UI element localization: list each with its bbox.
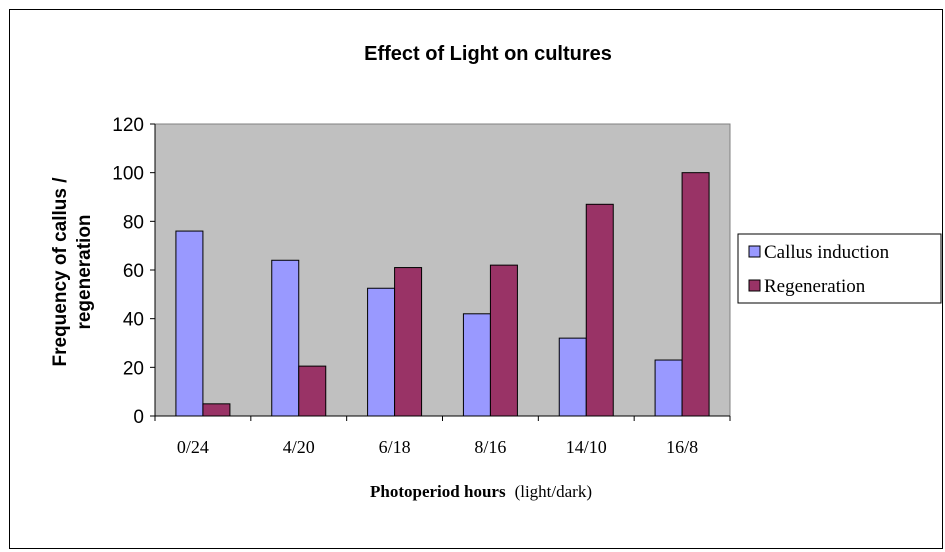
bar-callus-induction-4-20 xyxy=(271,259,300,417)
legend-swatch-regeneration xyxy=(748,279,761,292)
axes-group xyxy=(150,123,731,421)
y-tick-label: 20 xyxy=(123,358,144,379)
bar-callus-induction-0-24 xyxy=(175,230,204,417)
category-label: 8/16 xyxy=(474,437,506,457)
bar-regeneration-16-8 xyxy=(681,172,710,417)
category-label: 14/10 xyxy=(566,437,607,457)
bar-regeneration-0-24 xyxy=(202,403,231,417)
legend-label-regeneration: Regeneration xyxy=(764,276,866,297)
x-axis-label: Photoperiod hours (light/dark) xyxy=(370,482,592,501)
legend-swatch-callus-induction xyxy=(748,245,761,258)
x-axis-label-bold: Photoperiod hours xyxy=(370,482,506,501)
y-axis-label-line-2: regeneration xyxy=(74,214,95,329)
category-labels: 0/24 4/20 6/18 8/16 14/10 16/8 xyxy=(177,437,698,457)
legend: Callus induction Regeneration xyxy=(737,233,942,304)
x-axis-label-rest: (light/dark) xyxy=(515,482,592,501)
y-tick-label: 120 xyxy=(112,115,144,136)
bar-callus-induction-14-10 xyxy=(558,337,587,417)
y-axis-label-line-1: Frequency of callus / xyxy=(50,177,71,367)
bar-callus-induction-6-18 xyxy=(367,287,396,417)
bar-callus-induction-16-8 xyxy=(654,359,683,417)
bar-callus-induction-8-16 xyxy=(462,313,491,417)
bar-regeneration-8-16 xyxy=(489,264,518,417)
chart-title: Effect of Light on cultures xyxy=(364,43,612,65)
category-label: 6/18 xyxy=(379,437,411,457)
y-tick-label: 0 xyxy=(133,407,144,428)
category-label: 0/24 xyxy=(177,437,209,457)
legend-label-callus-induction: Callus induction xyxy=(764,242,890,263)
category-label: 16/8 xyxy=(666,437,698,457)
y-tick-label: 80 xyxy=(123,212,144,233)
category-label: 4/20 xyxy=(283,437,315,457)
y-tick-label: 60 xyxy=(123,261,144,282)
y-tick-labels: 0 20 40 60 80 100 120 xyxy=(112,115,144,428)
y-axis-label: Frequency of callus / regeneration xyxy=(50,177,95,367)
y-tick-label: 100 xyxy=(112,164,144,185)
bar-regeneration-4-20 xyxy=(298,365,327,417)
y-tick-label: 40 xyxy=(123,310,144,331)
plot-area xyxy=(154,123,731,417)
bars-group xyxy=(175,172,710,417)
bar-regeneration-14-10 xyxy=(585,203,614,417)
legend-box xyxy=(737,233,942,304)
bar-regeneration-6-18 xyxy=(394,267,423,417)
